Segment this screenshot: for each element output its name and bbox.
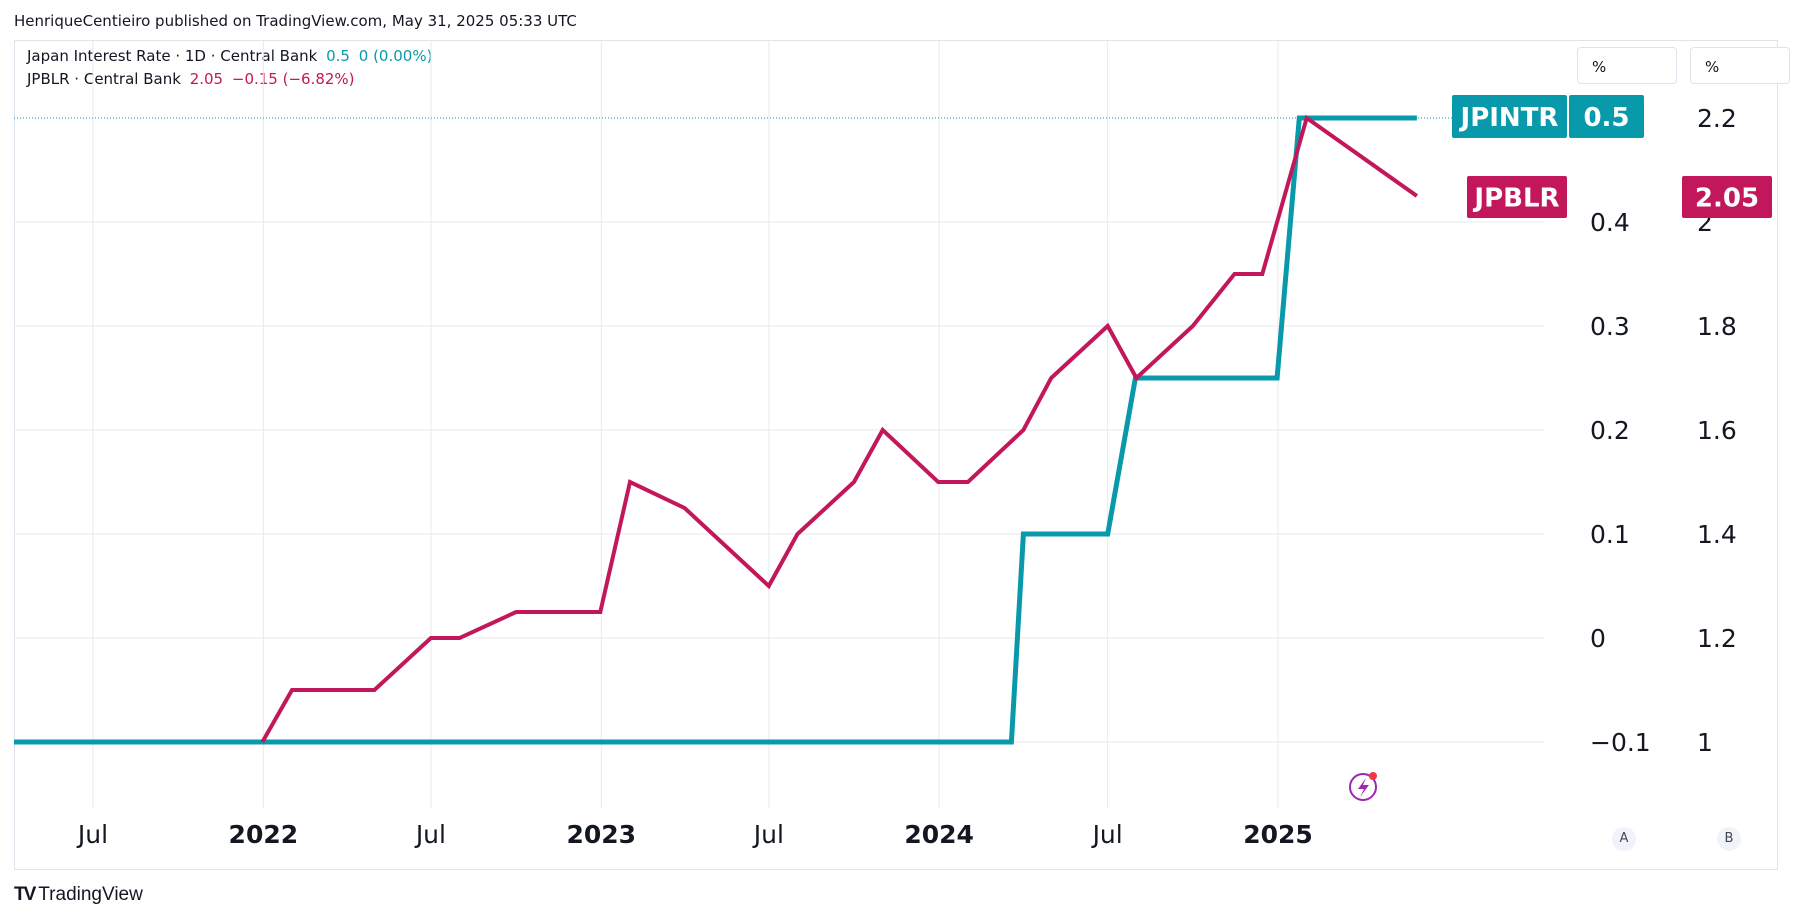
right-axis-tick-label: 1 — [1697, 728, 1713, 757]
x-axis-tick-label: Jul — [752, 820, 784, 849]
jpintr-name-badge: JPINTR — [1452, 95, 1567, 138]
jpintr-value-badge: 0.5 — [1569, 95, 1644, 138]
legend-series-name: Japan Interest Rate · 1D · Central Bank — [27, 47, 318, 65]
left-axis-tick-label: 0 — [1590, 624, 1606, 653]
x-axis-tick-label: Jul — [414, 820, 446, 849]
jpblr-value-badge-bg — [1682, 176, 1772, 218]
snapshot-icon-dot — [1369, 772, 1377, 780]
series-line-jpblr — [260, 114, 1419, 743]
footer-brand-name: TradingView — [38, 884, 143, 905]
legend-series-change: 0 (0.00%) — [358, 47, 433, 65]
legend-series-value: 0.5 — [326, 47, 350, 65]
right-axis-tick-label: 1.4 — [1697, 520, 1737, 549]
snapshot-icon — [1349, 772, 1377, 801]
x-axis-tick-label: 2025 — [1243, 820, 1313, 849]
x-axis-tick-label: Jul — [1091, 820, 1123, 849]
right-axis-tick-label: 1.2 — [1697, 624, 1737, 653]
right-scale-unit-selector[interactable]: % — [1690, 47, 1790, 84]
left-scale-unit-selector[interactable]: % — [1577, 47, 1677, 84]
snapshot-icon-ring — [1349, 773, 1377, 801]
right-axis-tick-label: 1.8 — [1697, 312, 1737, 341]
right-axis-tick-label: 2.2 — [1697, 104, 1737, 133]
x-axis-tick-label: Jul — [76, 820, 108, 849]
jpblr-name-badge: JPBLR — [1467, 176, 1567, 218]
legend-series-value: 2.05 — [189, 70, 224, 88]
grid-lines — [14, 41, 1544, 808]
jpblr-name-badge-bg — [1467, 176, 1567, 218]
legend-row-jpintr[interactable]: Japan Interest Rate · 1D · Central Bank … — [27, 47, 436, 65]
x-axis-tick-label: 2022 — [229, 820, 299, 849]
x-axis-tick-label: 2023 — [566, 820, 636, 849]
footer-brand[interactable]: TV TradingView — [14, 884, 143, 906]
snapshot-icon-bolt — [1358, 778, 1369, 797]
scale-button-b[interactable]: B — [1717, 827, 1741, 851]
attribution-text: HenriqueCentieiro published on TradingVi… — [14, 12, 577, 30]
right-axis-tick-label: 1.6 — [1697, 416, 1737, 445]
jpintr-name-badge-text: JPINTR — [1459, 103, 1559, 133]
left-axis-tick-label: −0.1 — [1590, 728, 1651, 757]
price-badges: JPINTR 0.5 JPBLR 2.05 — [1349, 95, 1772, 801]
jpblr-value-badge-text: 2.05 — [1695, 183, 1759, 213]
tradingview-logo-icon: TV — [14, 884, 36, 905]
jpblr-name-badge-text: JPBLR — [1472, 183, 1559, 213]
x-axis-tick-label: 2024 — [904, 820, 974, 849]
legend-series-name: JPBLR · Central Bank — [27, 70, 181, 88]
legend-row-jpblr[interactable]: JPBLR · Central Bank 2.05 −0.15 (−6.82%) — [27, 70, 359, 88]
left-axis-tick-label: 0.1 — [1590, 520, 1630, 549]
jpintr-name-badge-bg — [1452, 95, 1567, 138]
jpintr-value-badge-bg — [1569, 95, 1644, 138]
chart-frame — [14, 40, 1778, 870]
jpintr-value-badge-text: 0.5 — [1583, 103, 1629, 133]
left-axis-tick-label: 0.4 — [1590, 208, 1630, 237]
left-axis-tick-label: 0.3 — [1590, 312, 1630, 341]
scale-button-a[interactable]: A — [1612, 827, 1636, 851]
left-axis-tick-label: 0.2 — [1590, 416, 1630, 445]
jpblr-value-badge: 2.05 — [1682, 176, 1772, 218]
series-lines — [14, 114, 1452, 745]
legend-series-change: −0.15 (−6.82%) — [231, 70, 355, 88]
